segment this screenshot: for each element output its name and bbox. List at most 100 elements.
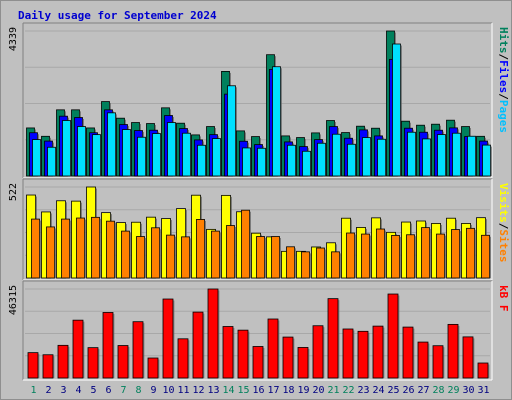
pages-bar	[137, 136, 147, 177]
pages-bar	[482, 144, 492, 177]
sites-bar-body	[316, 247, 325, 279]
pages-bar-body	[347, 143, 356, 177]
sites-bar	[76, 217, 86, 279]
kbytes-bar-body	[207, 288, 219, 379]
sites-bar	[451, 229, 461, 279]
day-tick-label: 6	[105, 385, 111, 396]
sites-bar-body	[481, 234, 490, 279]
sites-bar	[346, 232, 356, 279]
pages-bar	[227, 85, 237, 177]
day-tick-label: 28	[432, 385, 444, 396]
day-tick-label: 16	[252, 385, 264, 396]
day-tick-label: 22	[342, 385, 354, 396]
pages-bar-body	[392, 43, 401, 177]
pages-bar-body	[62, 120, 71, 177]
sites-bar-body	[91, 216, 100, 279]
kbytes-bar	[417, 341, 430, 379]
kbytes-bar-body	[42, 354, 54, 379]
kbytes-bar-body	[357, 330, 369, 379]
sites-bar	[256, 236, 266, 279]
pages-bar-body	[467, 135, 476, 177]
sites-bar-body	[241, 209, 250, 279]
sites-bar	[466, 227, 476, 279]
visits-legend-visits: Visits	[497, 183, 510, 223]
pages-bar-body	[167, 122, 176, 177]
sites-bar-body	[211, 230, 220, 279]
pages-bar	[122, 129, 132, 177]
kbytes-bar-body	[27, 352, 39, 379]
pages-bar-body	[407, 131, 416, 177]
day-tick-label: 27	[417, 385, 429, 396]
sites-bar	[271, 236, 281, 279]
sites-bar	[406, 234, 416, 279]
kbytes-bar-body	[117, 345, 129, 379]
pages-bar	[272, 66, 282, 177]
kbytes-bar-body	[132, 321, 144, 379]
usage-legend-hits: Hits	[497, 27, 510, 54]
sites-bar	[391, 235, 401, 279]
kbytes-bar	[147, 357, 160, 379]
kbytes-bar-body	[447, 323, 459, 379]
day-tick-label: 11	[177, 385, 189, 396]
sites-bar-body	[346, 232, 355, 279]
kbytes-bar	[462, 336, 475, 379]
day-tick-label: 9	[150, 385, 156, 396]
kbytes-bar	[357, 330, 370, 379]
pages-bar	[332, 133, 342, 177]
kbytes-bar	[192, 311, 205, 379]
sites-bar	[196, 219, 206, 279]
pages-bar	[437, 134, 447, 177]
pages-bar-body	[92, 134, 101, 177]
pages-bar-body	[227, 85, 236, 177]
kbytes-bar-body	[252, 346, 264, 379]
pages-bar	[302, 150, 312, 177]
pages-bar-body	[332, 133, 341, 177]
pages-bar-body	[377, 138, 386, 177]
sites-bar-body	[376, 228, 385, 279]
pages-bar	[92, 134, 102, 177]
usage-ymax-label: 4339	[8, 27, 19, 51]
day-tick-label: 19	[297, 385, 309, 396]
kbytes-bar	[267, 318, 280, 379]
pages-bar	[407, 131, 417, 177]
kbytes-bar-body	[462, 336, 474, 379]
kbytes-bar-body	[297, 347, 309, 379]
sites-bar-body	[466, 227, 475, 279]
sites-bar-body	[271, 236, 280, 279]
sites-bar-body	[106, 220, 115, 279]
pages-bar-body	[362, 137, 371, 177]
sites-bar	[286, 246, 296, 279]
pages-bar	[287, 144, 297, 177]
kbytes-bar	[252, 346, 265, 379]
sites-bar-body	[256, 236, 265, 279]
pages-bar-body	[182, 132, 191, 177]
pages-bar	[362, 137, 372, 177]
day-tick-label: 3	[60, 385, 66, 396]
kbytes-bar-body	[417, 341, 429, 379]
pages-bar	[77, 126, 87, 177]
sites-bar	[61, 218, 71, 279]
pages-bar-body	[47, 146, 56, 177]
kbytes-bar	[207, 288, 220, 379]
sites-bar-body	[391, 235, 400, 279]
kbytes-bar-body	[267, 318, 279, 379]
pages-bar	[152, 133, 162, 177]
sites-bar	[91, 216, 101, 279]
kbytes-bar-body	[72, 319, 84, 379]
pages-bar-body	[197, 144, 206, 177]
day-tick-label: 21	[327, 385, 339, 396]
kbytes-bar-body	[477, 362, 489, 379]
pages-bar	[62, 120, 72, 177]
pages-bar-body	[32, 139, 41, 177]
day-tick-label: 12	[192, 385, 204, 396]
kbytes-bar	[72, 319, 85, 379]
pages-bar-body	[152, 133, 161, 177]
kbytes-bar-body	[192, 311, 204, 379]
kbytes-bar-body	[327, 298, 339, 379]
sites-bar-body	[436, 233, 445, 279]
visits-legend-separator: /	[497, 223, 510, 230]
kbytes-bar	[477, 362, 490, 379]
kbytes-bar-body	[432, 345, 444, 379]
sites-bar-body	[361, 233, 370, 279]
